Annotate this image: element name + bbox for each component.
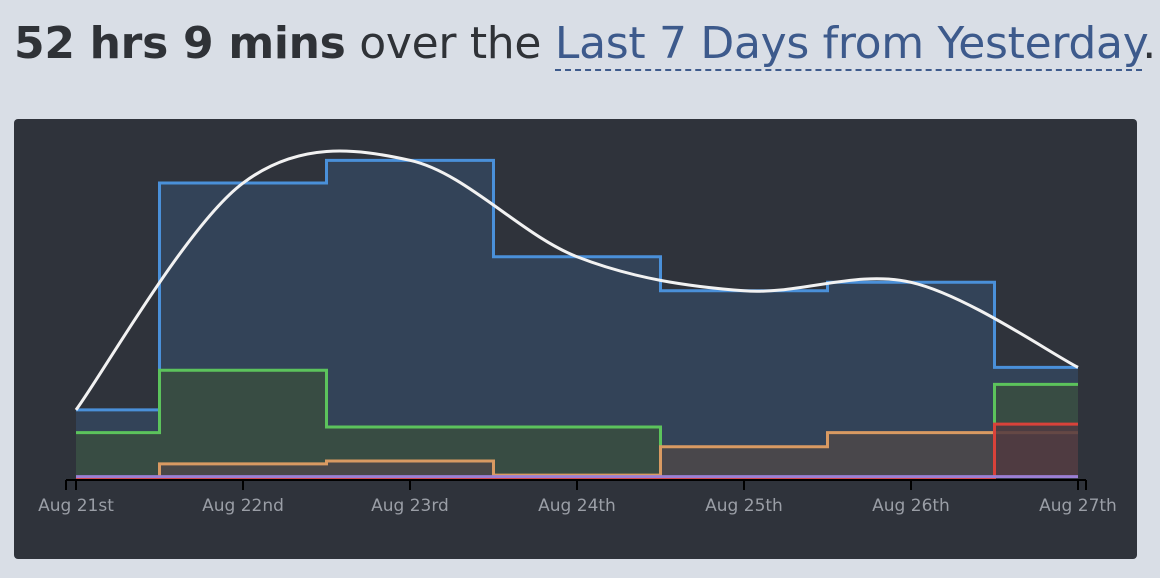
activity-chart: Aug 21st Aug 22nd Aug 23rd Aug 24th Aug 25th… (38, 149, 1117, 516)
x-tick-label-6: Aug 27th (1039, 496, 1117, 516)
x-tick-label-0: Aug 21st (38, 496, 114, 516)
total-curve (74, 149, 1079, 411)
date-range-link[interactable]: Last 7 Days from Yesterday (554, 18, 1143, 71)
headline-connector: over the (345, 18, 555, 69)
x-tick-label-5: Aug 26th (872, 496, 950, 516)
summary-headline: 52 hrs 9 mins over the Last 7 Days from … (14, 14, 1156, 74)
headline-period: . (1142, 18, 1156, 69)
x-tick-label-4: Aug 25th (705, 496, 783, 516)
x-tick-label-1: Aug 22nd (202, 496, 284, 516)
total-time: 52 hrs 9 mins (14, 18, 346, 69)
chart-panel: Aug 21st Aug 22nd Aug 23rd Aug 24th Aug 25th… (14, 119, 1137, 559)
x-tick-label-3: Aug 24th (538, 496, 616, 516)
x-tick-label-2: Aug 23rd (371, 496, 449, 516)
